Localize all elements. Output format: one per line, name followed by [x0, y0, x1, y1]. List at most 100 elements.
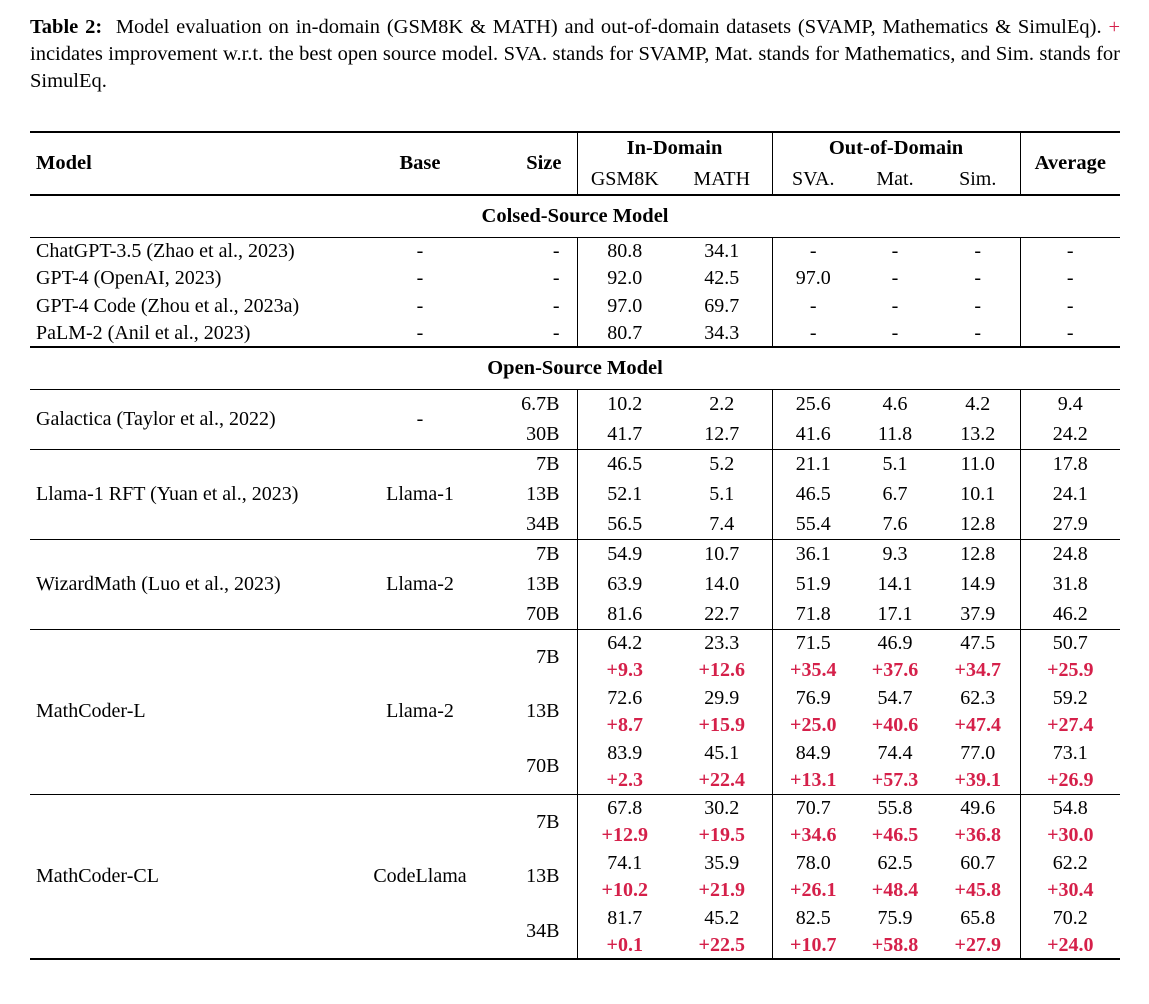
- score-value: 41.6: [771, 419, 854, 450]
- base-value: -: [416, 294, 424, 317]
- score-value: 82.5: [771, 904, 854, 932]
- table-body: Colsed-Source Model ChatGPT-3.5 (Zhao et …: [30, 194, 1121, 960]
- score-value: 37.9: [960, 602, 996, 625]
- score-value: -: [1019, 237, 1121, 265]
- score-value: 59.2: [1019, 684, 1121, 712]
- score-value: 73.1: [1019, 739, 1121, 767]
- table-row: 70B 83.9 45.1 84.9 74.4 77.0 73.1: [30, 739, 1121, 777]
- col-header-average: Average: [1019, 132, 1121, 197]
- score-value: 46.2: [1019, 599, 1121, 630]
- col-header-sim: Sim.: [936, 164, 1021, 197]
- table-row: Llama-1 RFT (Yuan et al., 2023) Llama-1 7B…: [30, 448, 1121, 540]
- score-value: 97.0: [771, 264, 854, 293]
- score-value: 11.8: [877, 422, 913, 445]
- table-row: 30B 41.7 12.7 41.6 11.8 13.2 24.2: [30, 419, 1121, 450]
- gain-value: +19.5: [698, 824, 745, 847]
- size-value: 7B: [480, 538, 577, 570]
- score-value: 71.5: [771, 628, 854, 657]
- base-value: Llama-1: [360, 448, 480, 540]
- model-name: Galactica (Taylor et al., 2022): [30, 388, 360, 450]
- size-value: 6.7B: [480, 388, 577, 420]
- score-value: 64.2: [576, 628, 672, 657]
- score-value: 83.9: [576, 739, 672, 767]
- gain-value: +47.4: [954, 714, 1001, 737]
- size-value: 7B: [480, 793, 577, 850]
- score-value: 4.2: [936, 388, 1021, 420]
- base-value: -: [416, 321, 424, 344]
- table-row: GPT-4 Code (Zhou et al., 2023a) - -97.0 69.…: [30, 292, 1121, 320]
- gain-value: +22.4: [698, 768, 745, 791]
- score-value: 41.7: [576, 419, 672, 450]
- score-value: -: [1019, 319, 1121, 348]
- score-value: -: [771, 292, 854, 320]
- base-value: Llama-2: [360, 628, 480, 795]
- gain-value: +36.8: [954, 824, 1001, 847]
- score-value: 2.2: [672, 388, 772, 420]
- score-value: 5.1: [709, 482, 735, 505]
- score-value: 23.3: [672, 628, 772, 657]
- score-value: 24.8: [1019, 538, 1121, 570]
- size-value: 34B: [526, 919, 560, 942]
- score-value: 70.7: [771, 793, 854, 822]
- table-row: Galactica (Taylor et al., 2022) -6.7B 10.2…: [30, 388, 1121, 450]
- gain-value: +37.6: [871, 659, 919, 682]
- score-value: -: [974, 294, 982, 317]
- gain-value: +12.6: [698, 659, 745, 682]
- model-name: Llama-1 RFT (Yuan et al., 2023): [30, 448, 360, 540]
- model-name: GPT-4 (OpenAI, 2023): [36, 267, 222, 290]
- score-value: 31.8: [1019, 569, 1121, 600]
- table-row: +8.7 +15.9 +25.0 +40.6 +47.4 +27.4: [30, 711, 1121, 740]
- section-title: Colsed-Source Model: [30, 194, 1121, 238]
- score-value: 72.6: [576, 684, 672, 712]
- size-value: 13B: [526, 482, 560, 505]
- gain-value: +24.0: [1019, 931, 1121, 960]
- header-row-1: Model Base Size In-Domain Out-of-Domain …: [30, 132, 1121, 197]
- gain-value: +45.8: [954, 879, 1001, 902]
- score-value: 17.8: [1019, 448, 1121, 480]
- score-value: 10.2: [576, 388, 672, 420]
- gain-value: +2.3: [576, 766, 672, 795]
- table-row: 13B 72.6 29.9 76.9 54.7 62.3 59.2: [30, 684, 1121, 722]
- gain-value: +26.9: [1019, 766, 1121, 795]
- caption-text-1: Model evaluation on in-domain (GSM8K & M…: [115, 16, 1109, 38]
- score-value: 29.9: [704, 686, 740, 709]
- col-header-model: Model: [30, 132, 360, 197]
- gain-value: +39.1: [954, 768, 1001, 791]
- gain-value: +46.5: [871, 824, 919, 847]
- score-value: 5.2: [672, 448, 772, 480]
- score-value: 47.5: [936, 628, 1021, 657]
- gain-value: +21.9: [698, 879, 745, 902]
- score-value: 84.9: [771, 739, 854, 767]
- table-figure: Table 2: Model evaluation on in-domain (…: [0, 14, 1149, 961]
- score-value: 78.0: [771, 849, 854, 877]
- score-value: -: [891, 321, 899, 344]
- score-value: 34.3: [704, 321, 740, 344]
- col-header-base: Base: [360, 132, 480, 197]
- size-value: 70B: [526, 602, 560, 625]
- gain-value: +57.3: [871, 768, 919, 791]
- score-value: -: [891, 267, 899, 290]
- score-value: 35.9: [704, 851, 740, 874]
- score-value: 67.8: [576, 793, 672, 822]
- gain-value: +10.7: [771, 931, 854, 960]
- gain-value: +13.1: [771, 766, 854, 795]
- gain-value: +30.0: [1019, 821, 1121, 850]
- size-value: 7B: [480, 628, 577, 685]
- gain-value: +26.1: [771, 876, 854, 905]
- col-header-size: Size: [480, 132, 577, 197]
- score-value: 25.6: [771, 388, 854, 420]
- model-name: ChatGPT-3.5 (Zhao et al., 2023): [36, 239, 295, 262]
- score-value: 69.7: [704, 294, 740, 317]
- score-value: 80.7: [576, 319, 672, 348]
- score-value: 55.4: [771, 509, 854, 540]
- score-value: 55.8: [854, 793, 936, 822]
- score-value: 63.9: [576, 569, 672, 600]
- table-row: 70B 81.6 22.7 71.8 17.1 37.9 46.2: [30, 599, 1121, 630]
- score-value: -: [771, 237, 854, 265]
- size-value: -: [552, 239, 560, 262]
- base-value: CodeLlama: [360, 793, 480, 960]
- page: { "colors": { "accent_red": "#d5204a", "…: [0, 14, 1149, 1004]
- score-value: 30.2: [672, 793, 772, 822]
- score-value: -: [974, 321, 982, 344]
- size-value: -: [552, 267, 560, 290]
